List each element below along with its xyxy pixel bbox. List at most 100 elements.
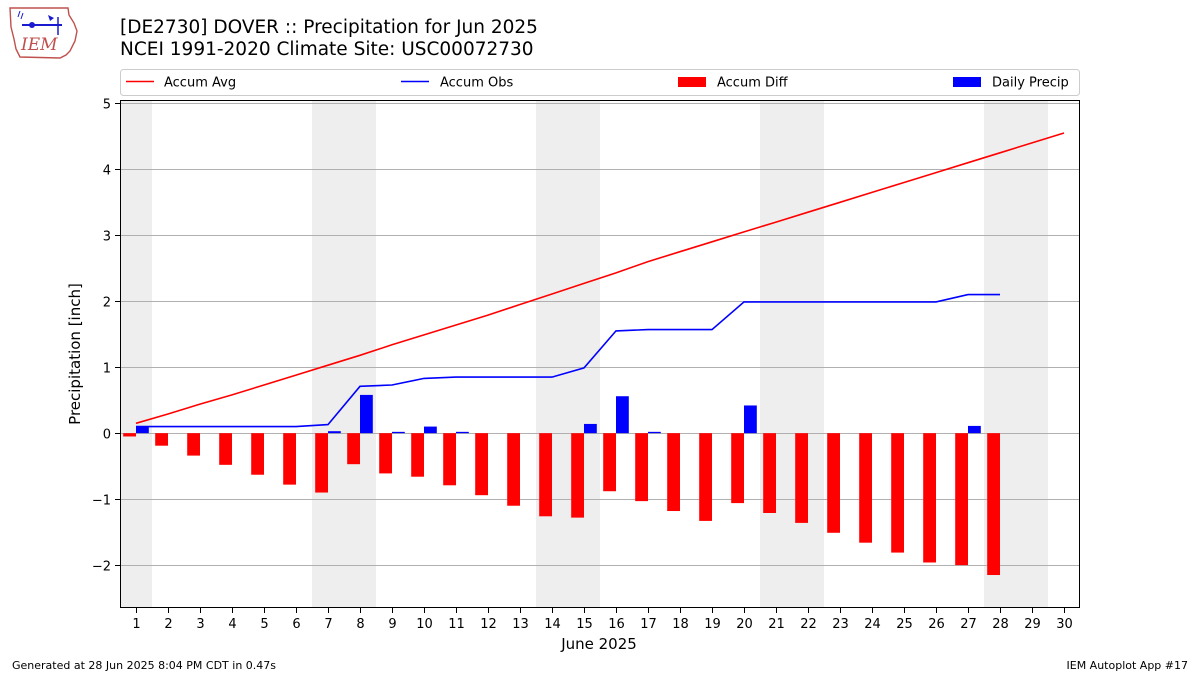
legend: Accum Avg Accum Obs Accum Diff Daily Precip [120,69,1080,96]
accum-diff-bar [219,433,232,465]
accum-diff-bar [251,433,264,475]
daily-precip-bar [456,431,469,434]
daily-precip-bar [968,425,981,434]
accum-diff-bar [187,433,200,456]
y-tick-label: 5 [103,98,111,113]
x-tick-label: 8 [356,617,364,632]
daily-precip-bar [616,396,629,434]
accum-diff-bar [507,433,520,506]
app-note: IEM Autoplot App #17 [1066,659,1189,672]
generated-note: Generated at 28 Jun 2025 8:04 PM CDT in … [12,659,277,672]
x-tick-label: 4 [228,617,236,632]
accum-diff-bar [443,433,456,486]
daily-precip-bar [648,431,661,434]
x-tick-label: 29 [1024,617,1041,632]
legend-label: Accum Obs [440,76,513,91]
accum-diff-bar [571,433,584,518]
x-tick-label: 17 [640,617,657,632]
chart-title: [DE2730] DOVER :: Precipitation for Jun … [120,17,538,38]
accum-diff-bar [635,433,648,502]
accum-diff-bar [155,433,168,446]
weekend-band [120,100,152,608]
accum-diff-bar [955,433,968,566]
x-tick-label: 10 [416,617,433,632]
accum-diff-bar [475,433,488,496]
logo-text: IEM [20,35,58,55]
x-tick-label: 30 [1056,617,1073,632]
x-tick-label: 13 [512,617,529,632]
x-tick-label: 18 [672,617,689,632]
y-axis-label: Precipitation [inch] [66,283,84,425]
accum-diff-bar [859,433,872,543]
y-tick-label: 3 [103,230,111,245]
accum-avg-line [135,132,1065,425]
legend-label: Accum Avg [164,76,236,91]
accum-diff-bar [891,433,904,553]
x-tick-label: 12 [480,617,497,632]
x-tick-label: 15 [576,617,593,632]
accum-diff-bar [123,433,136,437]
x-tick-label: 7 [324,617,332,632]
x-tick-label: 24 [864,617,881,632]
x-tick-label: 1 [132,617,140,632]
daily-precip-bar [360,394,373,434]
accum-diff-bar [315,433,328,493]
x-tick-label: 22 [800,617,817,632]
x-tick-label: 26 [928,617,945,632]
weekend-shading [120,100,1048,608]
x-tick-label: 21 [768,617,785,632]
y-tick-label: 2 [103,296,111,311]
plot-frame [120,100,1080,608]
accum-diff-bar [987,433,1000,576]
x-tick-label: 5 [260,617,268,632]
daily-precip-bar [392,431,405,434]
bars [123,394,1000,576]
x-tick-label: 16 [608,617,625,632]
x-tick-label: 23 [832,617,849,632]
accum-diff-bar [347,433,360,465]
iem-logo: IEM [9,7,78,59]
accum-diff-bar [763,433,776,513]
lines [135,132,1065,428]
x-tick-label: 19 [704,617,721,632]
x-tick-label: 14 [544,617,561,632]
x-tick-label: 27 [960,617,977,632]
accum-obs-line [136,293,1000,428]
y-tick-label: −2 [92,560,111,575]
daily-precip-bar [584,423,597,434]
accum-diff-bar [827,433,840,533]
x-tick-label: 9 [388,617,396,632]
weekend-band [536,100,600,608]
accum-diff-bar [699,433,712,521]
accum-diff-bar [795,433,808,523]
legend-box [120,69,1080,96]
y-tick-label: −1 [92,494,111,509]
y-tick-label: 4 [103,164,111,179]
legend-label: Daily Precip [992,76,1069,91]
daily-precip-bar [136,426,149,434]
legend-swatch [678,77,706,87]
grid-lines [120,103,1080,566]
daily-precip-bar [424,426,437,434]
daily-precip-bar [744,405,757,434]
x-tick-label: 2 [164,617,172,632]
daily-precip-bar [328,431,341,434]
legend-label: Accum Diff [717,76,789,91]
x-tick-label: 3 [196,617,204,632]
x-axis-label: June 2025 [560,635,637,653]
y-tick-label: 1 [103,362,111,377]
x-tick-label: 28 [992,617,1009,632]
accum-diff-bar [603,433,616,492]
chart-subtitle: NCEI 1991-2020 Climate Site: USC00072730 [120,39,534,60]
x-tick-label: 20 [736,617,753,632]
legend-swatch [953,77,981,87]
accum-diff-bar [379,433,392,474]
x-tick-label: 6 [292,617,300,632]
accum-diff-bar [539,433,552,517]
y-tick-label: 0 [103,428,111,443]
x-tick-label: 25 [896,617,913,632]
weekend-band [760,100,824,608]
accum-diff-bar [411,433,424,477]
